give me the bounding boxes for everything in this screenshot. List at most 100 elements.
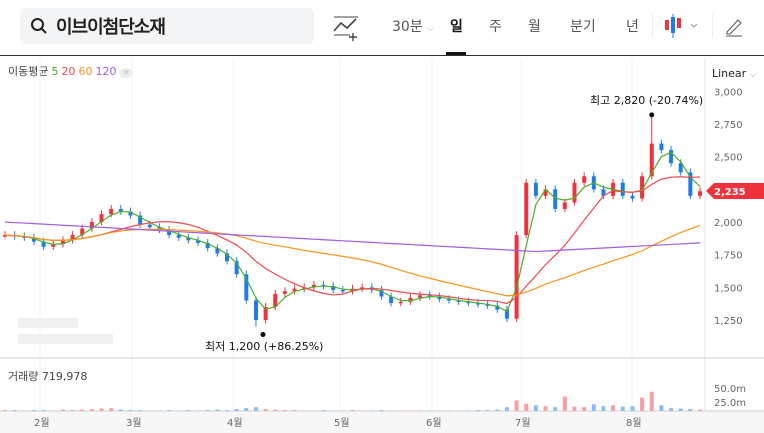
candle-body xyxy=(215,248,220,254)
candle-body xyxy=(196,240,201,243)
x-tick-label: 7월 xyxy=(515,417,531,429)
volume-bar xyxy=(109,408,114,411)
x-tick-label: 8월 xyxy=(626,417,642,429)
ma-5: 5 xyxy=(51,65,59,78)
volume-bar xyxy=(582,407,587,411)
candle-body xyxy=(3,235,7,237)
volume-bar xyxy=(41,410,46,411)
tab-day[interactable]: 일 xyxy=(450,19,463,35)
candle-body xyxy=(109,208,114,215)
volume-bar xyxy=(3,410,7,411)
volume-bar xyxy=(649,391,654,411)
current-price-tag xyxy=(706,183,764,199)
candle-body xyxy=(167,229,172,236)
volume-bar xyxy=(504,407,509,411)
current-price: 2,235 xyxy=(714,187,746,198)
candle-type-icon[interactable] xyxy=(664,14,704,38)
stock-title: 이브이첨단소재 xyxy=(56,17,166,38)
tab-week[interactable]: 주 xyxy=(489,19,502,35)
candle-body xyxy=(582,176,587,183)
divider xyxy=(652,14,653,38)
candle-body xyxy=(562,202,567,209)
volume-bar xyxy=(688,409,693,411)
volume-bar xyxy=(99,408,104,411)
candle-body xyxy=(475,303,480,305)
candle-body xyxy=(41,241,46,247)
volume-bar xyxy=(70,410,75,411)
volume-bar xyxy=(138,410,143,411)
candle-body xyxy=(553,189,558,209)
draw-pencil-icon[interactable] xyxy=(724,17,744,37)
candle-body xyxy=(418,295,423,298)
y-tick-label: 2,000 xyxy=(714,218,743,229)
interval-dropdown[interactable]: 30분 ⌵ xyxy=(392,19,434,35)
candle-body xyxy=(601,189,606,196)
active-tab-indicator xyxy=(446,52,466,55)
volume-label: 거래량 719,978 xyxy=(8,370,88,383)
volume-bar xyxy=(253,407,258,411)
candle-body xyxy=(311,284,316,288)
volume-bar xyxy=(572,406,577,411)
volume-bar xyxy=(533,405,538,411)
tab-month[interactable]: 월 xyxy=(528,19,541,35)
candle-body xyxy=(698,191,702,196)
candle-body xyxy=(437,296,442,300)
volume-bar xyxy=(167,410,172,411)
candle-body xyxy=(360,287,365,289)
candle-body xyxy=(620,182,625,196)
volume-bar xyxy=(292,410,297,411)
candle-body xyxy=(176,235,181,238)
scale-dropdown[interactable]: Linear ⌵ xyxy=(712,67,757,80)
x-tick-label: 5월 xyxy=(334,417,350,429)
volume-bar xyxy=(524,403,529,411)
volume-bar xyxy=(263,409,268,411)
candle-body xyxy=(524,182,529,236)
search-box[interactable]: 이브이첨단소재 xyxy=(20,8,314,44)
volume-tick-label: 25.0m xyxy=(714,398,746,409)
volume-bar xyxy=(514,400,519,411)
candle-body xyxy=(99,214,104,222)
candle-body xyxy=(678,163,683,173)
ma-120-line xyxy=(4,221,701,253)
candle-body xyxy=(292,288,297,292)
chevron-down-icon: ⌵ xyxy=(427,24,434,34)
close-icon[interactable]: × xyxy=(119,68,134,78)
volume-bar xyxy=(225,410,230,411)
volume-tick-label: 50.0m xyxy=(714,384,746,395)
candle-body xyxy=(138,215,143,225)
volume-bar xyxy=(12,410,17,411)
volume-bar xyxy=(475,410,480,411)
candle-body xyxy=(205,242,210,249)
candle-body xyxy=(649,143,654,177)
ma-60: 60 xyxy=(78,65,93,78)
candle-body xyxy=(89,222,94,229)
ma-5-line xyxy=(4,151,701,313)
volume-bar xyxy=(244,408,249,411)
volume-bar xyxy=(640,397,645,411)
candle-body xyxy=(80,228,85,236)
candle-body xyxy=(485,304,490,306)
y-tick-label: 1,500 xyxy=(714,283,743,294)
watermark-bar xyxy=(18,334,113,344)
compare-chart-icon[interactable] xyxy=(332,13,362,43)
candle-body xyxy=(282,291,287,294)
high-annotation: 최고 2,820 (-20.74%) xyxy=(590,94,703,107)
candle-body xyxy=(244,274,249,301)
volume-bar xyxy=(89,409,94,411)
tab-year[interactable]: 년 xyxy=(626,19,639,35)
moving-average-legend[interactable]: 이동평균 5 20 60 120 × xyxy=(8,63,136,79)
candle-body xyxy=(60,240,65,245)
candle-body xyxy=(253,300,258,321)
candle-body xyxy=(128,211,133,216)
candle-body xyxy=(379,289,384,297)
candle-body xyxy=(157,227,162,230)
volume-bar xyxy=(128,410,133,411)
candle-body xyxy=(466,301,471,304)
candle-body xyxy=(340,289,345,292)
low-annotation: 최저 1,200 (+86.25%) xyxy=(205,340,323,353)
volume-bar xyxy=(562,396,567,411)
x-tick-label: 4월 xyxy=(227,417,243,429)
candle-body xyxy=(331,286,336,290)
tab-quarter[interactable]: 분기 xyxy=(570,19,596,35)
